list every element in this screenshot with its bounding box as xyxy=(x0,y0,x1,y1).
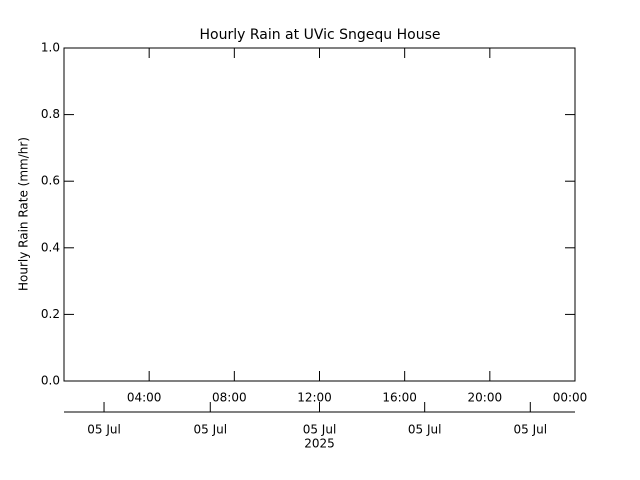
x-tick-label: 04:00 xyxy=(127,391,162,405)
y-axis-label: Hourly Rain Rate (mm/hr) xyxy=(17,137,31,291)
x2-tick-label: 05 Jul xyxy=(193,423,227,437)
y-tick-label: 0.4 xyxy=(41,240,60,254)
x2-tick-label: 05 Jul xyxy=(87,423,121,437)
y-tick-label: 0.8 xyxy=(41,107,60,121)
x2-tick-label: 05 Jul xyxy=(514,423,548,437)
y-tick-label: 0.6 xyxy=(41,174,60,188)
y-tick-label: 0.2 xyxy=(41,307,60,321)
x-tick-label: 12:00 xyxy=(297,391,332,405)
x-tick-label: 16:00 xyxy=(382,391,417,405)
x2-tick-label: 05 Jul xyxy=(408,423,442,437)
x-tick-label: 08:00 xyxy=(212,391,247,405)
x-tick-label: 20:00 xyxy=(468,391,503,405)
chart-title: Hourly Rain at UVic Sngequ House xyxy=(200,27,441,43)
x2-tick-label: 05 Jul xyxy=(303,423,337,437)
y-tick-label: 0.0 xyxy=(41,374,60,388)
y-tick-label: 1.0 xyxy=(41,41,60,55)
x-tick-label: 00:00 xyxy=(553,391,588,405)
x2-year-label: 2025 xyxy=(304,437,335,451)
